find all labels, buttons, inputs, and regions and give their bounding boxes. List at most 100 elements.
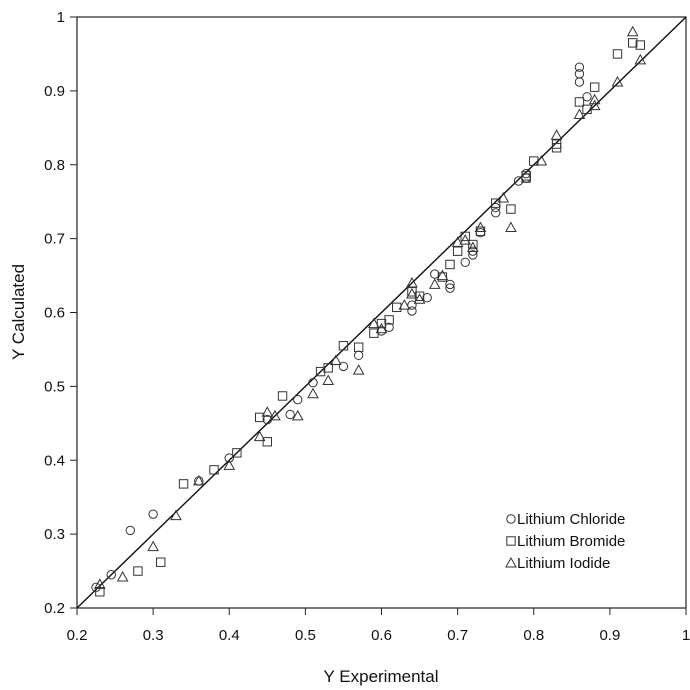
lithium-bromide-point (178, 479, 189, 489)
lithium-chloride-point (285, 409, 295, 420)
lithium-chloride-point (468, 250, 478, 260)
lithium-bromide-point (628, 38, 638, 48)
lithium-iodide-point (428, 278, 441, 289)
lithium-iodide-point (116, 570, 129, 582)
lithium-bromide-point (452, 246, 463, 256)
lithium-iodide-point (573, 108, 586, 120)
lithium-bromide-point (589, 82, 600, 92)
lithium-iodide-point (406, 276, 418, 288)
lithium-chloride-point (338, 361, 349, 372)
y-tick-label: 0.7 (44, 231, 65, 248)
lithium-iodide-point (588, 99, 601, 111)
lithium-chloride-point (574, 62, 585, 72)
lithium-bromide-point (437, 272, 448, 282)
legend-label-lithium-chloride: Lithium Chloride (517, 511, 625, 528)
lithium-bromide-point (521, 171, 531, 181)
lithium-bromide-point (574, 97, 585, 107)
lithium-iodide-point (368, 317, 380, 329)
lithium-iodide-point (626, 25, 639, 37)
y-tick-label: 0.8 (44, 157, 65, 174)
lithium-iodide-point (322, 374, 335, 385)
lithium-chloride-point (125, 525, 135, 536)
lithium-bromide-point (255, 412, 265, 423)
lithium-bromide-point (133, 566, 143, 576)
lithium-bromide-point (460, 231, 470, 242)
lithium-iodide-point (93, 578, 106, 589)
legend-marker-lithium-iodide (505, 556, 517, 568)
lithium-iodide-point (375, 322, 388, 334)
lithium-chloride-point (582, 92, 592, 102)
x-axis-title: Y Experimental (324, 667, 439, 686)
x-axis: 0.2 0.3 0.4 0.5 0.6 0.7 0.8 0.9 1 (67, 608, 690, 644)
lithium-chloride-point (384, 322, 394, 332)
lithium-bromide-point (445, 259, 455, 270)
lithium-bromide-point (323, 363, 333, 373)
lithium-bromide-point (95, 587, 105, 597)
lithium-iodide-point (459, 234, 472, 245)
lithium-bromide-point (506, 204, 516, 214)
lithium-bromide-point (156, 557, 166, 567)
lithium-chloride-point (574, 77, 585, 87)
lithium-bromide-point (529, 156, 539, 166)
y-axis-title: Y Calculated (9, 264, 28, 360)
lithium-bromide-point (353, 342, 364, 352)
x-tick-label: 0.6 (371, 627, 392, 644)
reference-line-group (76, 16, 687, 609)
y-tick-label: 0.5 (44, 378, 65, 395)
lithium-bromide-point (262, 437, 273, 447)
y-tick-label: 0.3 (44, 526, 65, 543)
lithium-bromide-point (209, 465, 219, 475)
lithium-chloride-point (445, 279, 455, 290)
legend-marker-lithium-chloride (506, 514, 516, 524)
lithium-chloride-point (308, 377, 318, 388)
lithium-iodide-point (398, 299, 411, 310)
lithium-chloride-point (490, 208, 501, 218)
lithium-bromide-point (376, 318, 387, 329)
lithium-iodide-point (291, 409, 304, 421)
lithium-iodide-point (588, 93, 601, 105)
lithium-bromide-point (551, 139, 562, 149)
lithium-iodide-point (474, 221, 487, 233)
lithium-bromide-point (490, 198, 501, 208)
y-tick-label: 0.4 (44, 452, 65, 469)
lithium-chloride-point (422, 293, 432, 303)
x-tick-label: 0.9 (599, 627, 620, 644)
lithium-iodide-point (352, 364, 365, 375)
lithium-iodide-point (406, 288, 418, 299)
lithium-iodide-point (413, 293, 426, 304)
legend-label-lithium-iodide: Lithium Iodide (517, 555, 610, 572)
y-tick-label: 1 (57, 9, 65, 26)
x-tick-label: 0.2 (67, 627, 88, 644)
legend: Lithium Chloride Lithium Bromide Lithium I… (505, 511, 625, 572)
lithium-iodide-point (505, 221, 517, 233)
lithium-chloride-point (106, 570, 116, 580)
y-tick-label: 0.6 (44, 305, 65, 322)
lithium-iodide-point (147, 540, 159, 552)
lithium-bromide-point (635, 40, 646, 50)
lithium-chloride-point (293, 394, 303, 405)
lithium-bromide-point (232, 448, 242, 458)
reference-line (76, 16, 687, 609)
lithium-iodide-point (253, 430, 266, 442)
lithium-bromide-point (315, 366, 326, 377)
lithium-bromide-point (414, 291, 425, 301)
lithium-chloride-point (353, 350, 364, 361)
lithium-iodide-point (261, 406, 274, 417)
x-tick-label: 1 (682, 627, 690, 644)
lithium-bromide-point (277, 391, 288, 401)
lithium-bromide-point (392, 302, 402, 313)
lithium-chloride-point (407, 306, 417, 316)
lithium-chloride-point (224, 453, 234, 463)
lithium-iodide-point (307, 387, 319, 399)
lithium-iodide-point (467, 241, 479, 252)
lithium-iodide-point (223, 459, 236, 470)
lithium-iodide-point (611, 75, 624, 87)
data-points (91, 25, 647, 597)
y-tick-label: 0.2 (44, 600, 65, 617)
y-axis: 0.2 0.3 0.4 0.5 0.6 0.7 0.8 0.9 1 (44, 9, 77, 617)
x-tick-label: 0.8 (523, 627, 544, 644)
lithium-chloride-point (148, 509, 158, 519)
lithium-iodide-point (192, 474, 205, 486)
